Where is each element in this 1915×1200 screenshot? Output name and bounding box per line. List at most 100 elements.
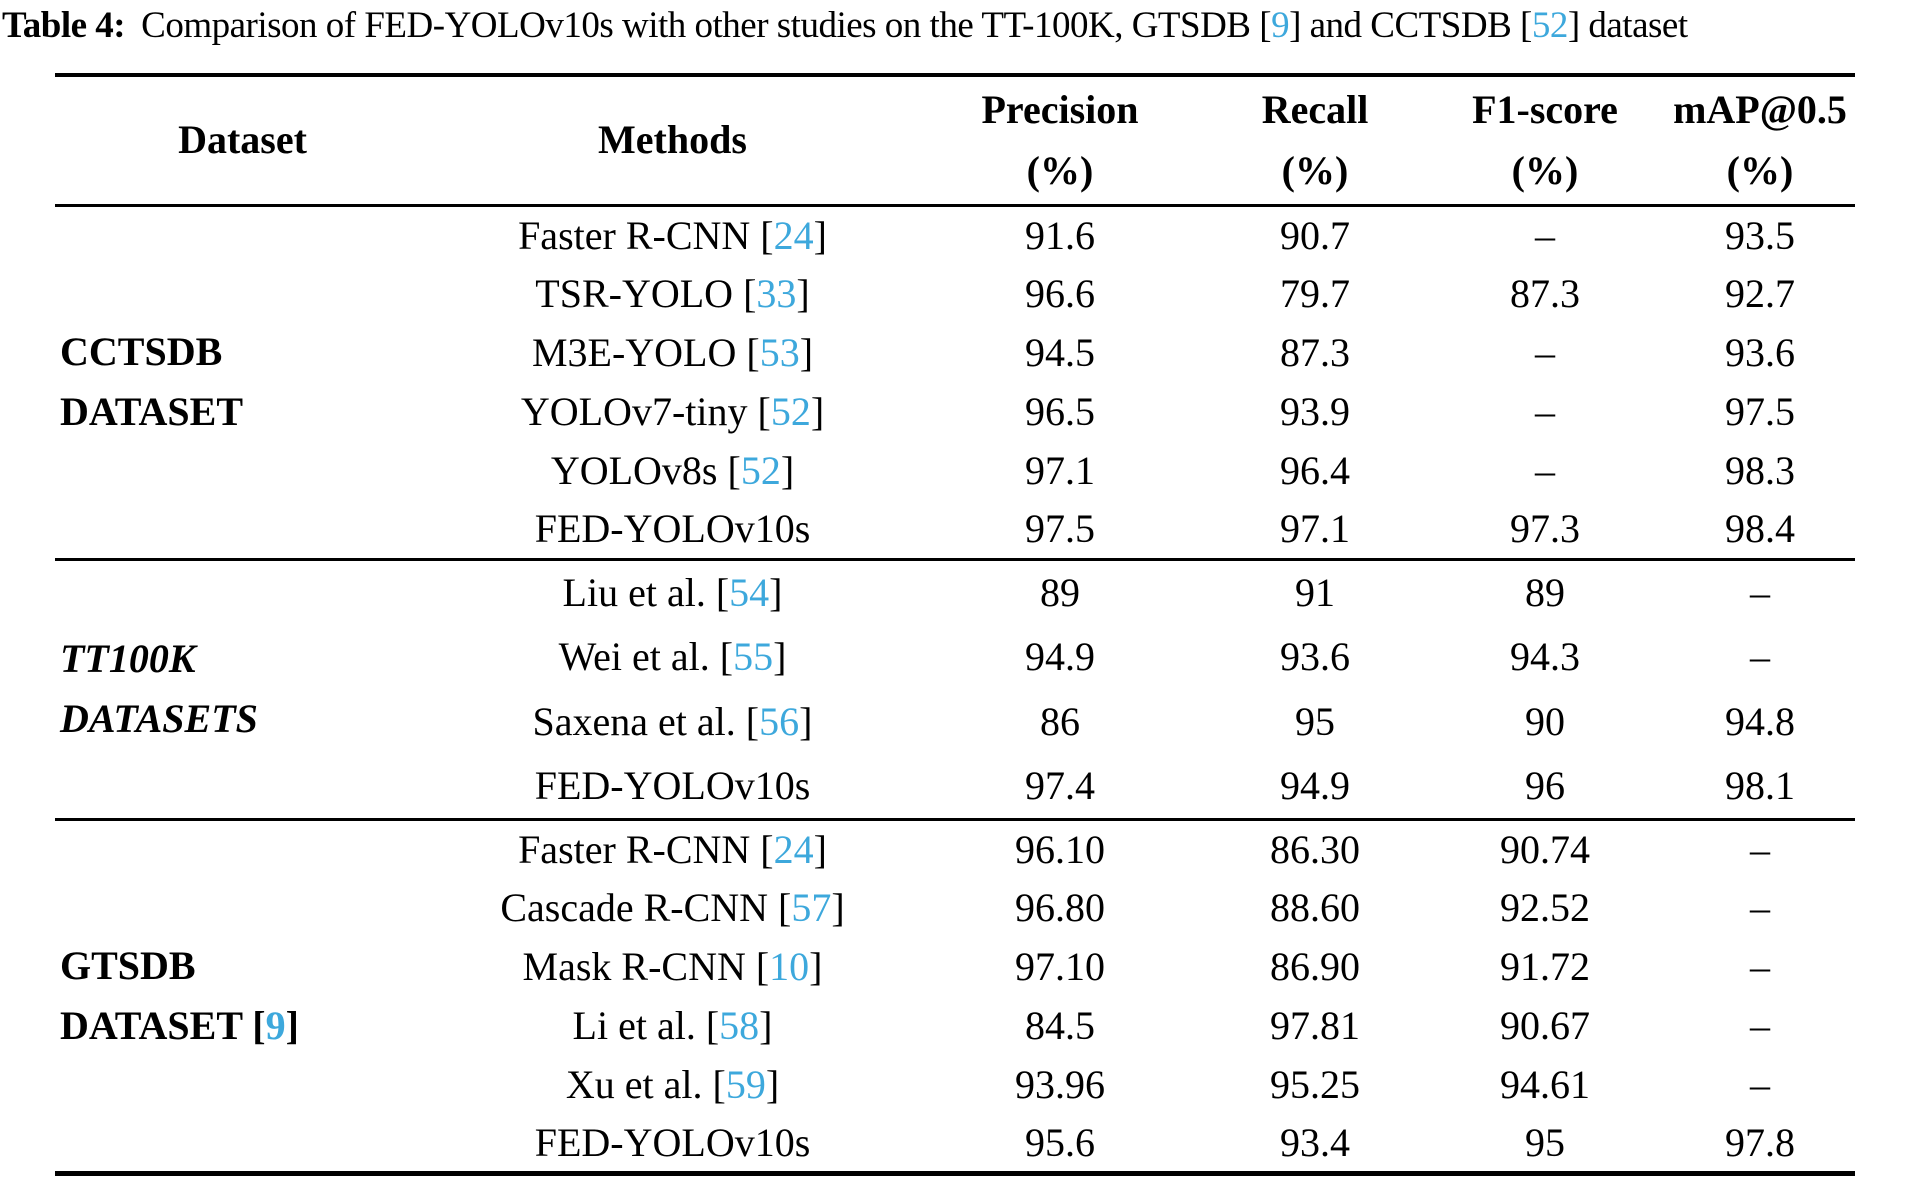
metric-value-cell: 97.5 bbox=[1725, 389, 1795, 434]
metric-value-cell: 96.10 bbox=[1015, 826, 1105, 872]
metric-value-cell: 92.52 bbox=[1500, 885, 1590, 930]
dataset-cell: CCTSDB DATASET bbox=[55, 205, 430, 559]
citation-link[interactable]: 53 bbox=[759, 330, 800, 375]
column-header-f1-score: F1-score (%) bbox=[1425, 75, 1665, 205]
table-row: YOLOv8s [52] 97.1 96.4 – 98.3 bbox=[55, 441, 1855, 500]
metric-value-cell: 96 bbox=[1525, 763, 1565, 809]
caption-text: ] and CCTSDB [ bbox=[1289, 5, 1532, 46]
column-header-map: mAP@0.5 (%) bbox=[1665, 75, 1855, 205]
caption-text: Comparison of FED-YOLOv10s with other st… bbox=[141, 5, 1272, 46]
citation-link[interactable]: 33 bbox=[756, 271, 797, 316]
metric-value-cell: 84.5 bbox=[1025, 1003, 1095, 1048]
table-caption-label: Table 4: bbox=[2, 5, 126, 46]
citation-link[interactable]: 54 bbox=[729, 569, 770, 615]
method-cell: FED-YOLOv10s bbox=[534, 763, 811, 809]
citation-link[interactable]: 55 bbox=[733, 634, 774, 679]
table-row: Li et al. [58] 84.5 97.81 90.67 – bbox=[55, 996, 1855, 1055]
table-caption: Table 4: Comparison of FED-YOLOv10s with … bbox=[2, 4, 1688, 47]
dataset-cell: TT100K DATASETS bbox=[55, 559, 430, 819]
dataset-name-line1: GTSDB bbox=[60, 942, 196, 988]
header-line: Precision bbox=[981, 86, 1139, 132]
method-cell: M3E-YOLO [53] bbox=[531, 330, 814, 375]
dataset-group: CCTSDB DATASET Faster R-CNN [24] 91.6 90.7 – 9… bbox=[55, 205, 1855, 559]
metric-value-cell: – bbox=[1750, 885, 1770, 930]
metric-value-cell: 95.6 bbox=[1025, 1119, 1095, 1165]
metric-value-cell: – bbox=[1535, 330, 1555, 375]
table-row: TSR-YOLO [33] 96.6 79.7 87.3 92.7 bbox=[55, 264, 1855, 323]
metric-value-cell: 90.67 bbox=[1500, 1003, 1590, 1048]
metric-value-cell: – bbox=[1750, 944, 1770, 989]
metric-value-cell: 96.80 bbox=[1015, 885, 1105, 930]
metric-value-cell: 86 bbox=[1040, 699, 1080, 744]
column-header-dataset: Dataset bbox=[178, 117, 307, 163]
metric-value-cell: 96.4 bbox=[1280, 448, 1350, 493]
metric-value-cell: – bbox=[1750, 1003, 1770, 1048]
citation-link[interactable]: 52 bbox=[740, 448, 781, 493]
metric-value-cell: 90 bbox=[1525, 699, 1565, 744]
table-row: Mask R-CNN [10] 97.10 86.90 91.72 – bbox=[55, 937, 1855, 996]
citation-link[interactable]: 24 bbox=[773, 212, 814, 258]
method-cell: FED-YOLOv10s bbox=[534, 1119, 811, 1165]
citation-link[interactable]: 57 bbox=[791, 885, 832, 930]
dataset-group: TT100K DATASETS Liu et al. [54] 89 91 89– Wei … bbox=[55, 559, 1855, 819]
method-cell: Faster R-CNN [24] bbox=[518, 212, 827, 258]
dataset-name-line2: DATASETS bbox=[60, 696, 258, 741]
metric-value-cell: 97.4 bbox=[1025, 763, 1095, 809]
metric-value-cell: 89 bbox=[1040, 569, 1080, 615]
method-cell: Wei et al. [55] bbox=[558, 634, 787, 679]
metric-value-cell: 93.96 bbox=[1015, 1062, 1105, 1107]
metric-value-cell: 94.9 bbox=[1025, 634, 1095, 679]
metric-value-cell: 98.3 bbox=[1725, 448, 1795, 493]
dataset-name-line1: TT100K bbox=[60, 636, 196, 681]
metric-value-cell: – bbox=[1750, 569, 1770, 615]
header-row: Dataset Methods Precision (%) Recall (%)… bbox=[55, 75, 1855, 205]
citation-link[interactable]: 9 bbox=[1271, 5, 1290, 46]
header-line: Recall bbox=[1261, 86, 1369, 132]
table-row: YOLOv7-tiny [52] 96.5 93.9 – 97.5 bbox=[55, 382, 1855, 441]
table-row: FED-YOLOv10s 97.5 97.1 97.3 98.4 bbox=[55, 500, 1855, 559]
citation-link[interactable]: 10 bbox=[769, 944, 810, 989]
citation-link[interactable]: 9 bbox=[265, 1002, 286, 1048]
metric-value-cell: – bbox=[1535, 212, 1555, 258]
dataset-name-line2: DATASET [9] bbox=[60, 1002, 299, 1048]
column-header-methods: Methods bbox=[598, 117, 747, 163]
metric-value-cell: 94.61 bbox=[1500, 1062, 1590, 1107]
citation-link[interactable]: 56 bbox=[759, 699, 800, 744]
citation-link[interactable]: 59 bbox=[725, 1062, 766, 1107]
table-row: Cascade R-CNN [57] 96.80 88.60 92.52 – bbox=[55, 878, 1855, 937]
metric-value-cell: – bbox=[1535, 389, 1555, 434]
metric-value-cell: 97.8 bbox=[1725, 1119, 1795, 1165]
metric-value-cell: 94.9 bbox=[1280, 763, 1350, 809]
results-table: Dataset Methods Precision (%) Recall (%)… bbox=[55, 73, 1855, 1176]
metric-value-cell: 89 bbox=[1525, 569, 1565, 615]
metric-value-cell: 95 bbox=[1295, 699, 1335, 744]
method-cell: Saxena et al. [56] bbox=[532, 699, 813, 744]
header-unit: (%) bbox=[1281, 147, 1349, 193]
table-row: Xu et al. [59] 93.96 95.25 94.61 – bbox=[55, 1055, 1855, 1114]
metric-value-cell: 79.7 bbox=[1280, 271, 1350, 316]
method-cell: YOLOv7-tiny [52] bbox=[520, 389, 825, 434]
table-row: CCTSDB DATASET Faster R-CNN [24] 91.6 90.7 – 9… bbox=[55, 205, 1855, 434]
table-row: Wei et al. [55] 94.9 93.6 94.3 – bbox=[55, 624, 1855, 689]
dataset-name-line1: CCTSDB bbox=[60, 329, 223, 374]
metric-value-cell: 98.1 bbox=[1725, 763, 1795, 809]
metric-value-cell: 86.90 bbox=[1270, 944, 1360, 989]
table-row: M3E-YOLO [53] 94.5 87.3 – 93.6 bbox=[55, 323, 1855, 382]
citation-link[interactable]: 52 bbox=[770, 389, 811, 434]
metric-value-cell: 92.7 bbox=[1725, 271, 1795, 316]
header-unit: (%) bbox=[1511, 147, 1579, 193]
metric-value-cell: 90.74 bbox=[1500, 826, 1590, 872]
header-unit: (%) bbox=[1026, 147, 1094, 193]
method-cell: YOLOv8s [52] bbox=[550, 448, 795, 493]
citation-link[interactable]: 24 bbox=[773, 826, 814, 872]
metric-value-cell: 94.8 bbox=[1725, 699, 1795, 744]
metric-value-cell: 93.4 bbox=[1280, 1119, 1350, 1165]
metric-value-cell: 91.6 bbox=[1025, 212, 1095, 258]
citation-link[interactable]: 58 bbox=[719, 1003, 760, 1048]
metric-value-cell: – bbox=[1535, 448, 1555, 493]
citation-link[interactable]: 52 bbox=[1531, 5, 1569, 46]
metric-value-cell: – bbox=[1750, 1062, 1770, 1107]
metric-value-cell: 95.25 bbox=[1270, 1062, 1360, 1107]
dataset-group: GTSDB DATASET [9] Faster R-CNN [24] 96.10 86… bbox=[55, 819, 1855, 1173]
metric-value-cell: 91 bbox=[1295, 569, 1335, 615]
